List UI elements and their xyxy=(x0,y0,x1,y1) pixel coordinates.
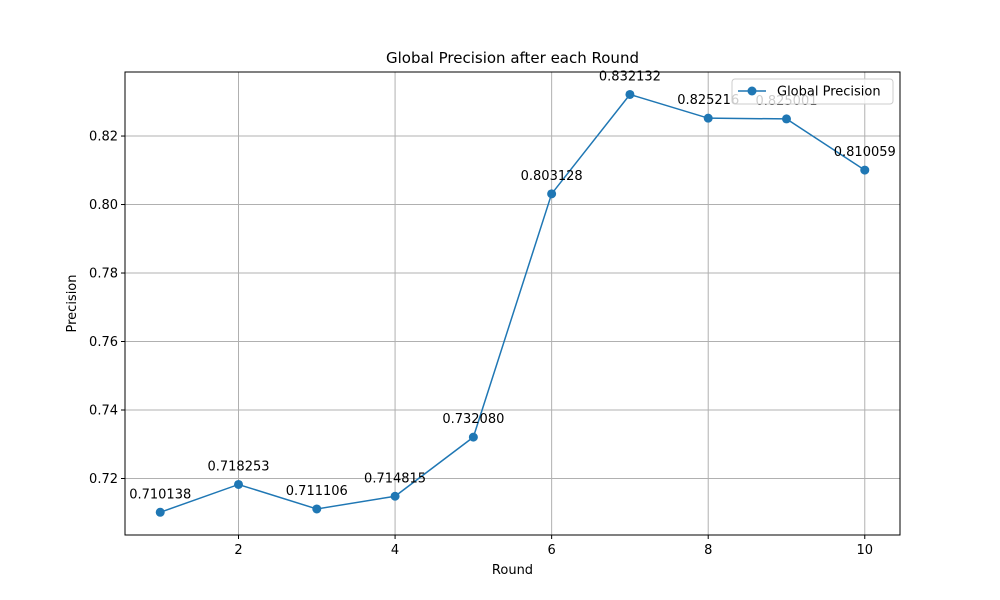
y-tick-label: 0.72 xyxy=(89,472,118,487)
data-label: 0.810059 xyxy=(834,145,896,160)
series-line-global-precision xyxy=(159,93,866,513)
data-label: 0.803128 xyxy=(521,169,583,184)
data-point xyxy=(468,432,478,442)
data-point xyxy=(860,165,870,175)
legend: Global Precision xyxy=(731,78,894,105)
plot-area-frame xyxy=(124,71,901,536)
x-tick-label: 8 xyxy=(704,543,712,558)
y-tick-label: 0.76 xyxy=(89,335,118,350)
data-label: 0.711106 xyxy=(286,484,348,499)
x-tick-label: 2 xyxy=(234,543,242,558)
data-labels: 0.710138 0.718253 0.711106 0.714815 0.732080… xyxy=(129,69,896,502)
grid-lines xyxy=(125,72,900,535)
y-tick-label: 0.78 xyxy=(89,267,118,282)
x-tick-label: 4 xyxy=(391,543,399,558)
data-label: 0.710138 xyxy=(129,487,191,502)
data-point xyxy=(547,189,557,199)
x-tick-label: 6 xyxy=(548,543,556,558)
legend-point-marker xyxy=(747,86,757,96)
y-axis: 0.72 0.74 0.76 0.78 0.80 0.82 xyxy=(89,130,125,487)
data-point xyxy=(625,89,635,99)
legend-entry-global-precision: Global Precision xyxy=(777,85,881,100)
data-label: 0.825216 xyxy=(677,93,739,108)
data-point xyxy=(781,114,791,124)
data-point xyxy=(155,507,165,517)
y-axis-label: Precision xyxy=(65,274,80,332)
x-axis: 2 4 6 8 10 xyxy=(234,535,873,558)
x-axis-label: Round xyxy=(492,563,533,578)
y-tick-label: 0.80 xyxy=(89,198,118,213)
y-tick-label: 0.82 xyxy=(89,130,118,145)
data-point xyxy=(390,491,400,501)
data-label: 0.718253 xyxy=(207,459,269,474)
y-tick-label: 0.74 xyxy=(89,404,118,419)
chart-title: Global Precision after each Round xyxy=(386,49,639,67)
data-label: 0.714815 xyxy=(364,471,426,486)
x-tick-label: 10 xyxy=(856,543,873,558)
legend-frame xyxy=(731,78,894,105)
data-label: 0.732080 xyxy=(442,412,504,427)
data-label: 0.832132 xyxy=(599,69,661,84)
data-point xyxy=(234,479,244,489)
data-point xyxy=(312,504,322,514)
series-layer xyxy=(155,89,870,517)
data-point xyxy=(703,113,713,123)
